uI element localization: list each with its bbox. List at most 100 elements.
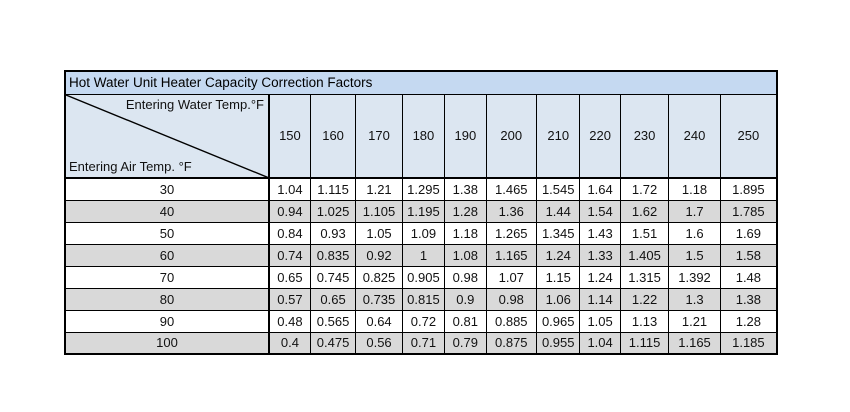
table-row: 60 0.74 0.835 0.92 1 1.08 1.165 1.24 1.33 1.405 1.… — [64, 243, 778, 267]
diagonal-line — [66, 95, 267, 176]
water-temp-header: 240 — [668, 93, 721, 179]
factor-cell: 1.51 — [619, 221, 670, 245]
water-temp-header: 250 — [719, 93, 778, 179]
factor-cell: 1.36 — [485, 199, 538, 223]
factor-cell: 0.955 — [536, 331, 581, 355]
factor-cell: 1.33 — [579, 243, 621, 267]
factor-cell: 0.92 — [355, 243, 403, 267]
water-temp-header: 210 — [536, 93, 581, 179]
water-temp-header: 230 — [619, 93, 670, 179]
factor-cell: 0.79 — [444, 331, 487, 355]
factor-cell: 1.48 — [719, 265, 778, 289]
factor-cell: 1.43 — [579, 221, 621, 245]
table-row: 30 1.04 1.115 1.21 1.295 1.38 1.465 1.545 1.64 1.… — [64, 177, 778, 201]
factor-cell: 1.24 — [536, 243, 581, 267]
factor-cell: 1.165 — [668, 331, 721, 355]
air-temp-label: 90 — [64, 309, 270, 333]
air-temp-label: 70 — [64, 265, 270, 289]
factor-cell: 0.745 — [309, 265, 357, 289]
factor-cell: 0.565 — [309, 309, 357, 333]
water-temp-header: 190 — [444, 93, 487, 179]
air-temp-label: 100 — [64, 331, 270, 355]
factor-cell: 1.64 — [579, 177, 621, 201]
factor-cell: 0.815 — [401, 287, 446, 311]
water-temp-header: 220 — [579, 93, 621, 179]
factor-cell: 1.895 — [719, 177, 778, 201]
factor-cell: 1.06 — [536, 287, 581, 311]
factor-cell: 0.64 — [355, 309, 403, 333]
factor-cell: 1.6 — [668, 221, 721, 245]
factor-cell: 1.58 — [719, 243, 778, 267]
factor-cell: 1.15 — [536, 265, 581, 289]
factor-cell: 1.392 — [668, 265, 721, 289]
factor-cell: 1.05 — [355, 221, 403, 245]
factor-cell: 0.875 — [485, 331, 538, 355]
factor-cell: 0.56 — [355, 331, 403, 355]
air-temp-label: 50 — [64, 221, 270, 245]
correction-factors-table: Hot Water Unit Heater Capacity Correctio… — [64, 70, 778, 355]
factor-cell: 1.62 — [619, 199, 670, 223]
factor-cell: 1.38 — [719, 287, 778, 311]
factor-cell: 1.115 — [619, 331, 670, 355]
table-body: 30 1.04 1.115 1.21 1.295 1.38 1.465 1.545 1.64 1.… — [64, 177, 778, 355]
factor-cell: 1.18 — [444, 221, 487, 245]
factor-cell: 1.265 — [485, 221, 538, 245]
factor-cell: 1.025 — [309, 199, 357, 223]
factor-cell: 0.72 — [401, 309, 446, 333]
air-temp-label: 40 — [64, 199, 270, 223]
factor-cell: 1.28 — [719, 309, 778, 333]
factor-cell: 1.14 — [579, 287, 621, 311]
table-row: 40 0.94 1.025 1.105 1.195 1.28 1.36 1.44 1.54 1.6… — [64, 199, 778, 223]
factor-cell: 0.4 — [268, 331, 311, 355]
factor-cell: 1.07 — [485, 265, 538, 289]
factor-cell: 1.08 — [444, 243, 487, 267]
factor-cell: 0.74 — [268, 243, 311, 267]
factor-cell: 0.48 — [268, 309, 311, 333]
factor-cell: 0.84 — [268, 221, 311, 245]
factor-cell: 1.18 — [668, 177, 721, 201]
factor-cell: 0.65 — [268, 265, 311, 289]
air-temp-label: 60 — [64, 243, 270, 267]
table-title: Hot Water Unit Heater Capacity Correctio… — [64, 70, 778, 95]
factor-cell: 1.22 — [619, 287, 670, 311]
factor-cell: 0.735 — [355, 287, 403, 311]
factor-cell: 1.54 — [579, 199, 621, 223]
factor-cell: 1.3 — [668, 287, 721, 311]
water-temp-header-row: Entering Water Temp.°F Entering Air Temp… — [64, 93, 778, 179]
factor-cell: 1.21 — [668, 309, 721, 333]
factor-cell: 1.21 — [355, 177, 403, 201]
factor-cell: 1.69 — [719, 221, 778, 245]
air-temp-label: 80 — [64, 287, 270, 311]
factor-cell: 1.295 — [401, 177, 446, 201]
factor-cell: 1.115 — [309, 177, 357, 201]
table-row: 90 0.48 0.565 0.64 0.72 0.81 0.885 0.965 1.05 1.1… — [64, 309, 778, 333]
air-temp-label: 30 — [64, 177, 270, 201]
factor-cell: 1 — [401, 243, 446, 267]
factor-cell: 1.04 — [268, 177, 311, 201]
water-temp-header: 160 — [309, 93, 357, 179]
table-row: 50 0.84 0.93 1.05 1.09 1.18 1.265 1.345 1.43 1.51… — [64, 221, 778, 245]
factor-cell: 1.165 — [485, 243, 538, 267]
air-temp-axis-label: Entering Air Temp. °F — [69, 159, 192, 174]
factor-cell: 1.09 — [401, 221, 446, 245]
factor-cell: 1.315 — [619, 265, 670, 289]
factor-cell: 1.38 — [444, 177, 487, 201]
factor-cell: 1.405 — [619, 243, 670, 267]
factor-cell: 1.7 — [668, 199, 721, 223]
factor-cell: 0.965 — [536, 309, 581, 333]
factor-cell: 1.24 — [579, 265, 621, 289]
factor-cell: 1.345 — [536, 221, 581, 245]
factor-cell: 0.98 — [444, 265, 487, 289]
factor-cell: 1.465 — [485, 177, 538, 201]
factor-cell: 0.825 — [355, 265, 403, 289]
factor-cell: 0.94 — [268, 199, 311, 223]
factor-cell: 1.72 — [619, 177, 670, 201]
correction-factors-table-container: Hot Water Unit Heater Capacity Correctio… — [64, 70, 778, 355]
factor-cell: 0.65 — [309, 287, 357, 311]
factor-cell: 0.835 — [309, 243, 357, 267]
factor-cell: 1.195 — [401, 199, 446, 223]
water-temp-axis-label: Entering Water Temp.°F — [125, 96, 264, 112]
factor-cell: 0.9 — [444, 287, 487, 311]
corner-cell: Entering Water Temp.°F Entering Air Temp… — [64, 93, 270, 179]
factor-cell: 0.93 — [309, 221, 357, 245]
